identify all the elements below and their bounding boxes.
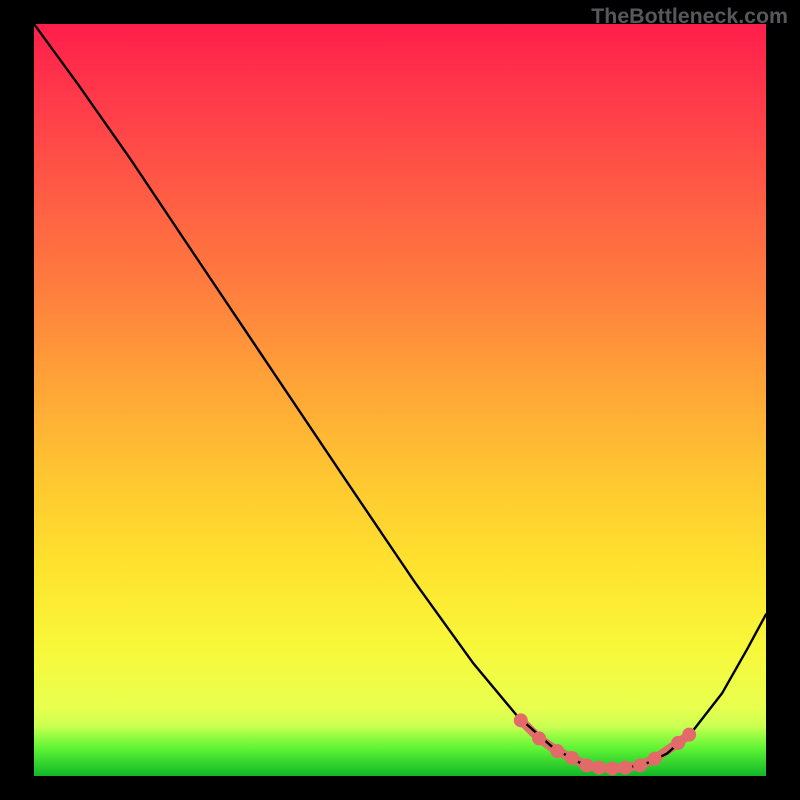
watermark-text: TheBottleneck.com [591,4,788,29]
marker-dot [605,761,619,775]
marker-dot [682,728,696,742]
marker-dot [648,752,662,766]
marker-dot [618,761,632,775]
chart-stage: TheBottleneck.com [0,0,800,800]
bottleneck-curve-chart [0,0,800,800]
marker-dot [565,751,579,765]
marker-dot [633,758,647,772]
marker-dot [532,731,546,745]
marker-dot [580,758,594,772]
marker-dot [592,761,606,775]
marker-dot [550,744,564,758]
marker-dot [514,713,528,727]
plot-background-gradient [34,24,766,776]
